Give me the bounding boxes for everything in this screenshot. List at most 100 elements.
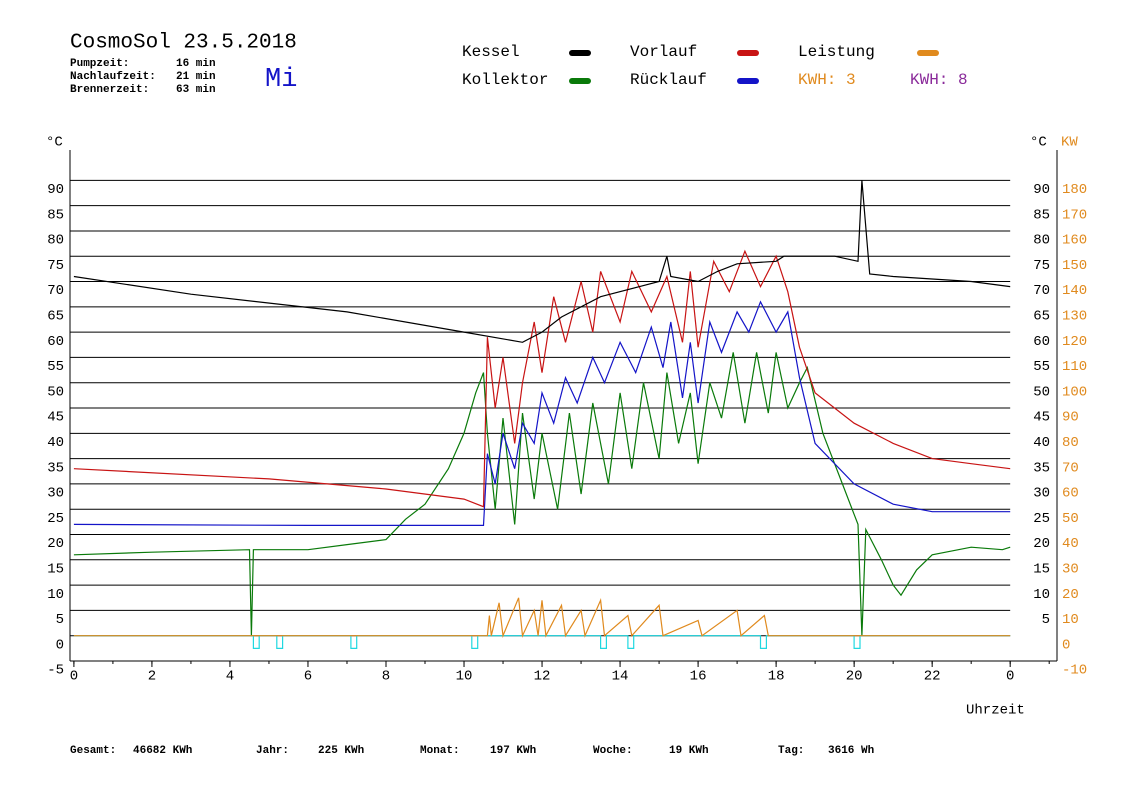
y-tick-label: 90: [47, 182, 64, 198]
kwh-label: KWH: 8: [910, 71, 968, 89]
x-tick-label: 0: [70, 669, 78, 685]
x-tick-label: 8: [382, 669, 390, 685]
y-tick-label: 75: [47, 258, 64, 274]
y2-tick-label: -10: [1062, 663, 1087, 679]
footer-value: 19 KWh: [669, 745, 709, 757]
y-tick-label-right: 75: [1033, 258, 1050, 274]
y2-tick-label: 150: [1062, 258, 1087, 274]
footer-value: 3616 Wh: [828, 745, 874, 757]
y-tick-label-right: 50: [1033, 384, 1050, 400]
y-tick-label: 20: [47, 536, 64, 552]
y-tick-label-right: 65: [1033, 309, 1050, 325]
x-axis-label: Uhrzeit: [966, 703, 1025, 719]
y2-tick-label: 160: [1062, 233, 1087, 249]
y-tick-label: 50: [47, 384, 64, 400]
series-line: [73, 180, 1011, 343]
footer-label: Tag:: [778, 745, 804, 757]
y-tick-label-right: 5: [1042, 612, 1050, 628]
y-tick-label: 45: [47, 410, 64, 426]
y2-tick-label: 170: [1062, 207, 1087, 223]
x-tick-label: 18: [768, 669, 785, 685]
y-tick-label: 25: [47, 511, 64, 527]
y-tick-label: 10: [47, 587, 64, 603]
y-tick-label: 5: [56, 612, 64, 628]
y-tick-label-right: 90: [1033, 182, 1050, 198]
info-value: 16 min: [176, 58, 216, 70]
footer-label: Monat:: [420, 745, 460, 757]
y2-tick-label: 20: [1062, 587, 1079, 603]
series-line: [73, 597, 1011, 639]
y-tick-label-right: 55: [1033, 359, 1050, 375]
y-tick-label-right: 45: [1033, 410, 1050, 426]
series-line: [73, 300, 1011, 526]
footer-value: 46682 KWh: [133, 745, 192, 757]
y2-tick-label: 50: [1062, 511, 1079, 527]
kwh-label: KWH: 3: [798, 71, 856, 89]
y-tick-label: 55: [47, 359, 64, 375]
y-tick-label: 0: [56, 637, 64, 653]
y2-tick-label: 140: [1062, 283, 1087, 299]
y-tick-label: 70: [47, 283, 64, 299]
y-tick-label-right: 80: [1033, 233, 1050, 249]
legend-label: Kollektor: [462, 71, 548, 89]
y2-tick-label: 100: [1062, 384, 1087, 400]
x-tick-label: 14: [612, 669, 629, 685]
y-tick-label: 60: [47, 334, 64, 350]
x-tick-label: 4: [226, 669, 234, 685]
y-tick-label: 30: [47, 486, 64, 502]
weekday: Mi: [265, 65, 297, 95]
y2-tick-label: 30: [1062, 562, 1079, 578]
chart-title: CosmoSol 23.5.2018: [70, 32, 297, 55]
y-tick-label-right: 60: [1033, 334, 1050, 350]
y-tick-label-right: 70: [1033, 283, 1050, 299]
info-label: Nachlaufzeit:: [70, 71, 156, 83]
y-tick-label-right: 10: [1033, 587, 1050, 603]
y-tick-label-right: 30: [1033, 486, 1050, 502]
y2-tick-label: 130: [1062, 309, 1087, 325]
series-line: [73, 352, 1011, 636]
x-tick-label: 6: [304, 669, 312, 685]
y2-tick-label: 40: [1062, 536, 1079, 552]
footer-label: Jahr:: [256, 745, 289, 757]
legend-label: Leistung: [798, 43, 875, 61]
y2-tick-label: 120: [1062, 334, 1087, 350]
x-tick-label: 20: [846, 669, 863, 685]
footer-value: 197 KWh: [490, 745, 536, 757]
footer-label: Woche:: [593, 745, 633, 757]
y2-tick-label: 60: [1062, 486, 1079, 502]
legend-label: Kessel: [462, 43, 520, 61]
y2-axis-label: KW: [1061, 135, 1078, 151]
info-label: Pumpzeit:: [70, 58, 129, 70]
y-tick-label: -5: [47, 663, 64, 679]
series-line: [73, 635, 1011, 649]
x-tick-label: 2: [148, 669, 156, 685]
info-label: Brennerzeit:: [70, 84, 149, 96]
y-axis-label-right: °C: [1030, 135, 1047, 151]
info-value: 63 min: [176, 84, 216, 96]
y2-tick-label: 110: [1062, 359, 1087, 375]
legend-label: Rücklauf: [630, 71, 707, 89]
y-tick-label: 85: [47, 207, 64, 223]
info-value: 21 min: [176, 71, 216, 83]
y-axis-label: °C: [46, 135, 63, 151]
y-tick-label: 15: [47, 562, 64, 578]
y2-tick-label: 0: [1062, 637, 1070, 653]
y-tick-label: 35: [47, 460, 64, 476]
footer-label: Gesamt:: [70, 745, 116, 757]
x-tick-label: 16: [690, 669, 707, 685]
y-tick-label-right: 85: [1033, 207, 1050, 223]
y2-tick-label: 90: [1062, 410, 1079, 426]
y-tick-label-right: 20: [1033, 536, 1050, 552]
footer-value: 225 KWh: [318, 745, 364, 757]
y2-tick-label: 180: [1062, 182, 1087, 198]
y2-tick-label: 10: [1062, 612, 1079, 628]
y-tick-label: 80: [47, 233, 64, 249]
y-tick-label-right: 40: [1033, 435, 1050, 451]
legend-label: Vorlauf: [630, 43, 697, 61]
y-tick-label-right: 25: [1033, 511, 1050, 527]
y-tick-label: 40: [47, 435, 64, 451]
y-tick-label: 65: [47, 309, 64, 325]
x-tick-label: 22: [924, 669, 941, 685]
x-tick-label: 0: [1006, 669, 1014, 685]
y-tick-label-right: 35: [1033, 460, 1050, 476]
